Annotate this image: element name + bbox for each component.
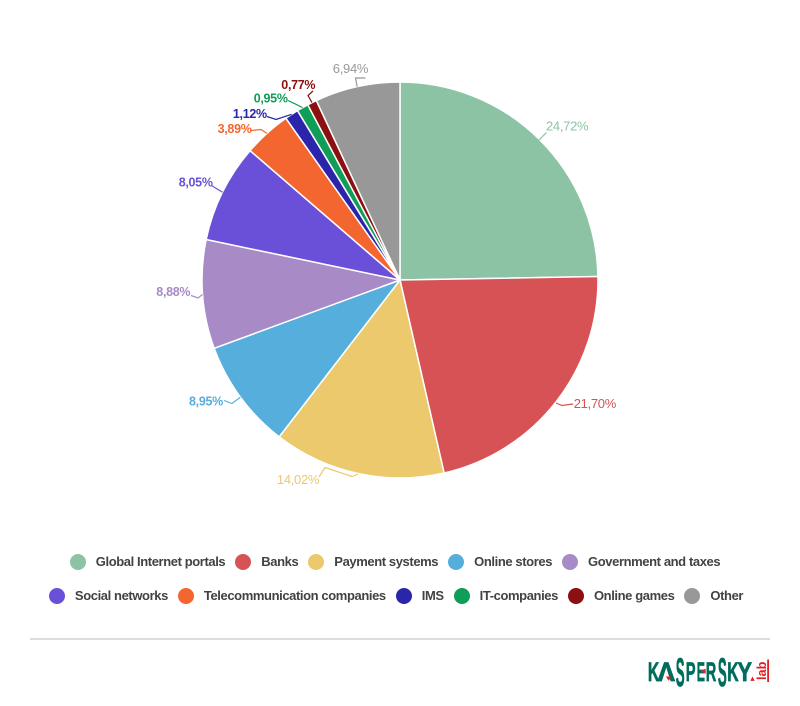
svg-text:6,94%: 6,94%: [333, 61, 369, 76]
svg-text:24,72%: 24,72%: [546, 119, 589, 134]
svg-text:Y: Y: [738, 658, 752, 688]
svg-text:K: K: [648, 657, 660, 687]
svg-text:14,02%: 14,02%: [277, 472, 320, 487]
svg-text:8,05%: 8,05%: [179, 175, 213, 189]
svg-text:8,88%: 8,88%: [156, 285, 190, 299]
svg-text:K: K: [727, 657, 739, 687]
svg-text:1,12%: 1,12%: [233, 107, 267, 121]
svg-text:S: S: [718, 651, 727, 695]
svg-text:lab: lab: [755, 661, 769, 680]
svg-text:0,95%: 0,95%: [254, 92, 288, 106]
svg-text:0,77%: 0,77%: [281, 78, 315, 92]
svg-text:R: R: [706, 657, 717, 687]
svg-text:S: S: [676, 651, 685, 695]
svg-text:21,70%: 21,70%: [574, 396, 617, 411]
svg-text:P: P: [686, 657, 696, 687]
svg-text:Λ: Λ: [658, 657, 676, 687]
svg-text:8,95%: 8,95%: [189, 394, 223, 408]
svg-text:3,89%: 3,89%: [218, 122, 252, 136]
svg-text:E: E: [697, 658, 705, 688]
